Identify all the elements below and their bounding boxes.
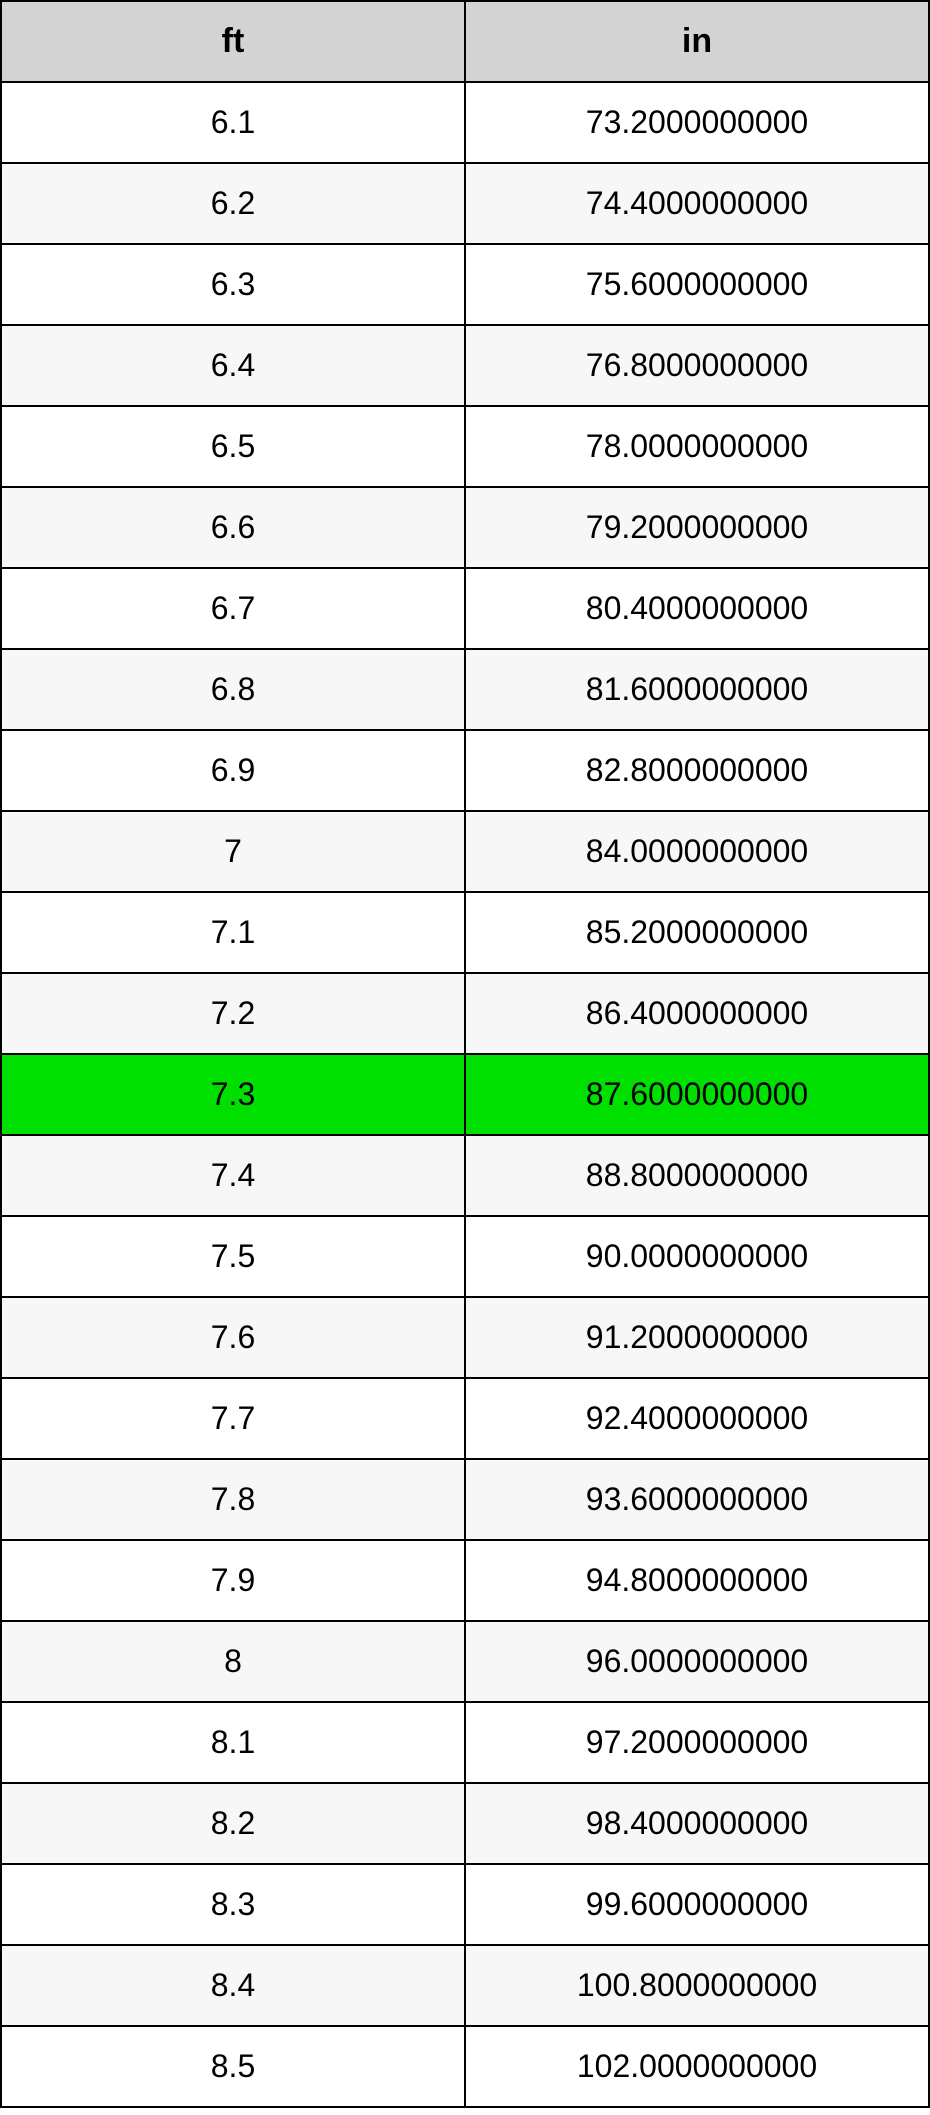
table-row: 6.173.2000000000 bbox=[1, 82, 929, 163]
conversion-table: ft in 6.173.20000000006.274.40000000006.… bbox=[0, 0, 930, 2108]
table-row: 6.982.8000000000 bbox=[1, 730, 929, 811]
table-row: 6.476.8000000000 bbox=[1, 325, 929, 406]
header-ft: ft bbox=[1, 1, 465, 82]
table-row: 6.780.4000000000 bbox=[1, 568, 929, 649]
cell-in: 98.4000000000 bbox=[465, 1783, 929, 1864]
cell-in: 87.6000000000 bbox=[465, 1054, 929, 1135]
cell-ft: 6.7 bbox=[1, 568, 465, 649]
table-row: 8.4100.8000000000 bbox=[1, 1945, 929, 2026]
cell-ft: 7.2 bbox=[1, 973, 465, 1054]
table-row: 8.197.2000000000 bbox=[1, 1702, 929, 1783]
cell-ft: 8.3 bbox=[1, 1864, 465, 1945]
cell-ft: 8.5 bbox=[1, 2026, 465, 2107]
cell-ft: 7.7 bbox=[1, 1378, 465, 1459]
cell-in: 86.4000000000 bbox=[465, 973, 929, 1054]
cell-in: 100.8000000000 bbox=[465, 1945, 929, 2026]
table-row: 8.5102.0000000000 bbox=[1, 2026, 929, 2107]
cell-in: 97.2000000000 bbox=[465, 1702, 929, 1783]
table-row: 6.679.2000000000 bbox=[1, 487, 929, 568]
cell-ft: 8.4 bbox=[1, 1945, 465, 2026]
table-row: 7.792.4000000000 bbox=[1, 1378, 929, 1459]
cell-ft: 6.1 bbox=[1, 82, 465, 163]
cell-ft: 7.5 bbox=[1, 1216, 465, 1297]
cell-in: 102.0000000000 bbox=[465, 2026, 929, 2107]
cell-ft: 7.1 bbox=[1, 892, 465, 973]
table-row: 7.691.2000000000 bbox=[1, 1297, 929, 1378]
cell-in: 84.0000000000 bbox=[465, 811, 929, 892]
cell-ft: 8 bbox=[1, 1621, 465, 1702]
header-row: ft in bbox=[1, 1, 929, 82]
table-row: 896.0000000000 bbox=[1, 1621, 929, 1702]
table-body: 6.173.20000000006.274.40000000006.375.60… bbox=[1, 82, 929, 2107]
table-row: 7.286.4000000000 bbox=[1, 973, 929, 1054]
cell-ft: 6.5 bbox=[1, 406, 465, 487]
table-row: 8.399.6000000000 bbox=[1, 1864, 929, 1945]
table-row: 7.994.8000000000 bbox=[1, 1540, 929, 1621]
cell-in: 93.6000000000 bbox=[465, 1459, 929, 1540]
cell-ft: 7.4 bbox=[1, 1135, 465, 1216]
cell-in: 73.2000000000 bbox=[465, 82, 929, 163]
header-in: in bbox=[465, 1, 929, 82]
cell-in: 79.2000000000 bbox=[465, 487, 929, 568]
cell-ft: 6.9 bbox=[1, 730, 465, 811]
table-header: ft in bbox=[1, 1, 929, 82]
conversion-table-container: ft in 6.173.20000000006.274.40000000006.… bbox=[0, 0, 930, 2108]
cell-in: 76.8000000000 bbox=[465, 325, 929, 406]
cell-in: 91.2000000000 bbox=[465, 1297, 929, 1378]
cell-ft: 6.8 bbox=[1, 649, 465, 730]
cell-in: 99.6000000000 bbox=[465, 1864, 929, 1945]
cell-in: 82.8000000000 bbox=[465, 730, 929, 811]
table-row: 6.274.4000000000 bbox=[1, 163, 929, 244]
table-row: 7.387.6000000000 bbox=[1, 1054, 929, 1135]
cell-in: 78.0000000000 bbox=[465, 406, 929, 487]
table-row: 7.488.8000000000 bbox=[1, 1135, 929, 1216]
cell-ft: 7.9 bbox=[1, 1540, 465, 1621]
table-row: 6.578.0000000000 bbox=[1, 406, 929, 487]
table-row: 784.0000000000 bbox=[1, 811, 929, 892]
cell-in: 88.8000000000 bbox=[465, 1135, 929, 1216]
cell-in: 81.6000000000 bbox=[465, 649, 929, 730]
cell-in: 90.0000000000 bbox=[465, 1216, 929, 1297]
cell-in: 74.4000000000 bbox=[465, 163, 929, 244]
cell-ft: 6.4 bbox=[1, 325, 465, 406]
cell-ft: 8.1 bbox=[1, 1702, 465, 1783]
table-row: 7.893.6000000000 bbox=[1, 1459, 929, 1540]
cell-ft: 6.3 bbox=[1, 244, 465, 325]
table-row: 7.590.0000000000 bbox=[1, 1216, 929, 1297]
cell-in: 75.6000000000 bbox=[465, 244, 929, 325]
cell-ft: 7 bbox=[1, 811, 465, 892]
table-row: 6.375.6000000000 bbox=[1, 244, 929, 325]
cell-in: 94.8000000000 bbox=[465, 1540, 929, 1621]
cell-ft: 7.6 bbox=[1, 1297, 465, 1378]
cell-ft: 7.8 bbox=[1, 1459, 465, 1540]
cell-ft: 6.2 bbox=[1, 163, 465, 244]
cell-in: 80.4000000000 bbox=[465, 568, 929, 649]
table-row: 8.298.4000000000 bbox=[1, 1783, 929, 1864]
cell-in: 85.2000000000 bbox=[465, 892, 929, 973]
cell-ft: 7.3 bbox=[1, 1054, 465, 1135]
cell-in: 96.0000000000 bbox=[465, 1621, 929, 1702]
cell-ft: 6.6 bbox=[1, 487, 465, 568]
table-row: 6.881.6000000000 bbox=[1, 649, 929, 730]
cell-in: 92.4000000000 bbox=[465, 1378, 929, 1459]
table-row: 7.185.2000000000 bbox=[1, 892, 929, 973]
cell-ft: 8.2 bbox=[1, 1783, 465, 1864]
